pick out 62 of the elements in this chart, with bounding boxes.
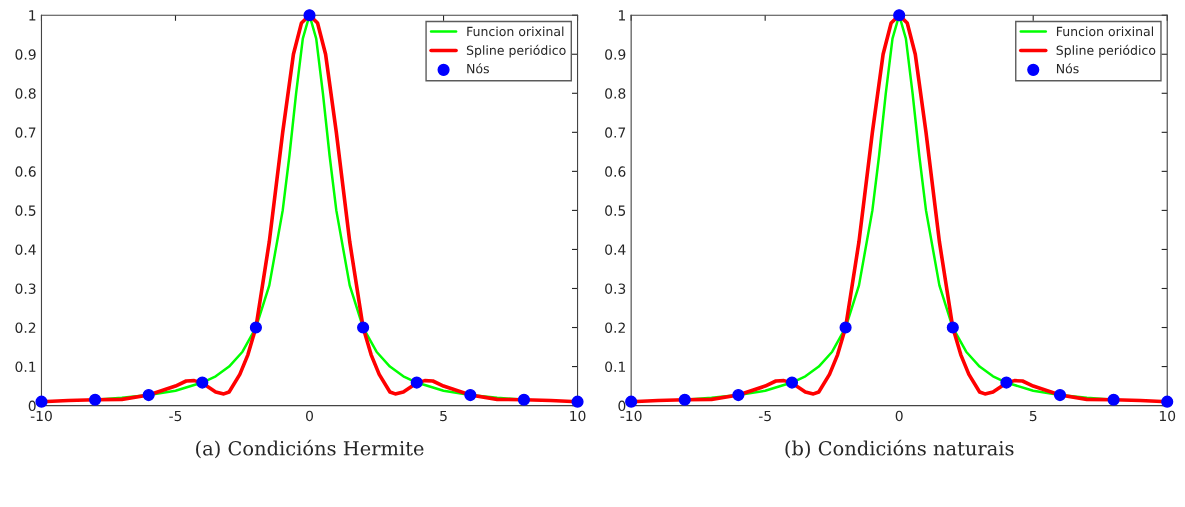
x-tick-label: 10 [570, 410, 586, 422]
y-tick-label: 0.8 [605, 88, 626, 99]
point [1053, 388, 1067, 402]
y-tick-label: 0.5 [15, 205, 36, 216]
point [1161, 395, 1174, 408]
point [35, 395, 48, 408]
y-tick-label: 0.4 [15, 244, 36, 255]
legend-label: Funcion orixinal [467, 26, 564, 37]
x-axis-title: (b) Condicións naturais [785, 439, 1014, 459]
y-tick-label: 0.1 [605, 361, 626, 373]
point [303, 9, 316, 22]
point [1107, 393, 1120, 406]
y-tick-label: 0.7 [15, 127, 36, 138]
point [410, 376, 423, 389]
x-tick-label: 5 [1029, 410, 1037, 422]
point [678, 393, 691, 406]
point [839, 321, 852, 334]
y-tick-label: 0.3 [15, 283, 36, 294]
legend-label: Spline periódico [466, 44, 566, 58]
x-tick-label: -10 [620, 410, 642, 422]
x-tick-label: 0 [895, 410, 903, 422]
legend-label: Spline periódico [1056, 44, 1156, 58]
y-tick-label: 0.7 [605, 127, 626, 138]
x-tick-label: 5 [440, 410, 447, 422]
y-tick-label: 0.2 [605, 322, 625, 333]
x-axis-title: (a) Condicións Hermite [196, 439, 424, 459]
x-tick-label: 0 [306, 410, 314, 422]
y-tick-label: 0 [28, 400, 36, 412]
point [571, 395, 584, 408]
point [946, 321, 959, 334]
point [196, 376, 209, 389]
y-tick-label: 0.3 [605, 283, 626, 294]
point [142, 388, 155, 402]
y-tick-label: 0 [618, 400, 626, 412]
point [89, 393, 102, 406]
y-tick-label: 0.8 [15, 88, 36, 99]
legend-label: Nós [467, 63, 489, 74]
y-tick-label: 1 [618, 10, 626, 21]
x-tick-label: 10 [1159, 410, 1176, 422]
y-tick-label: 0.5 [605, 205, 626, 216]
y-tick-label: 0.9 [15, 49, 36, 60]
y-tick-label: 0.9 [605, 49, 626, 60]
legend-label: Funcion orixinal [1056, 26, 1154, 37]
y-tick-label: 1 [29, 10, 36, 21]
point [464, 388, 477, 402]
y-tick-label: 0.4 [605, 244, 626, 255]
x-tick-label: -5 [169, 410, 182, 422]
point [785, 376, 799, 389]
y-tick-label: 0.6 [605, 166, 626, 177]
point [357, 321, 370, 334]
y-tick-label: 0.6 [15, 166, 36, 177]
point [625, 395, 638, 408]
point [249, 321, 262, 334]
y-tick-label: 0.1 [15, 361, 36, 373]
legend-label: Nós [1056, 63, 1079, 74]
point [1000, 376, 1013, 389]
point [517, 393, 531, 406]
x-tick-label: -5 [758, 410, 771, 422]
x-tick-label: -10 [30, 410, 52, 422]
point [893, 9, 906, 22]
point [732, 388, 745, 402]
y-tick-label: 0.2 [15, 322, 36, 333]
